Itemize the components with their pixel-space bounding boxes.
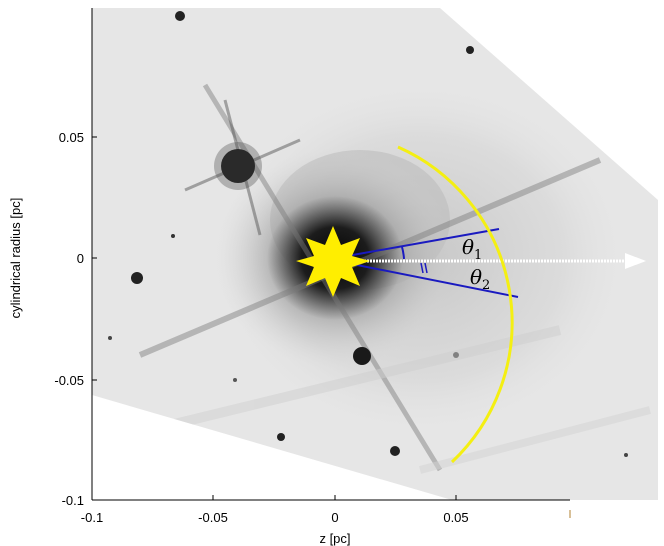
theta1-label: θ1	[462, 235, 482, 263]
theta2-marker	[424, 262, 428, 274]
eight-point-star-icon	[296, 226, 370, 297]
nebula-image	[92, 8, 658, 500]
y-tick-label: 0.05	[59, 130, 84, 145]
x-tick-label: -0.1	[81, 510, 103, 525]
x-tick-label: 0.05	[443, 510, 468, 525]
x-tick-label: 0	[331, 510, 338, 525]
arrow-right-icon	[352, 253, 646, 269]
theta1-arc-marker	[401, 246, 405, 260]
y-axis-title: cylindrical radius [pc]	[8, 198, 23, 319]
theta2-label: θ2	[470, 265, 490, 293]
theta1-line	[346, 228, 500, 257]
x-tick-label: -0.05	[198, 510, 228, 525]
y-tick-label: 0	[77, 251, 84, 266]
x-axis-title: z [pc]	[319, 531, 350, 546]
theta2-marker	[420, 262, 424, 274]
theta2-line	[346, 262, 519, 298]
y-tick-label: -0.1	[62, 493, 84, 508]
y-tick-label: -0.05	[54, 373, 84, 388]
yellow-arc	[397, 145, 514, 464]
